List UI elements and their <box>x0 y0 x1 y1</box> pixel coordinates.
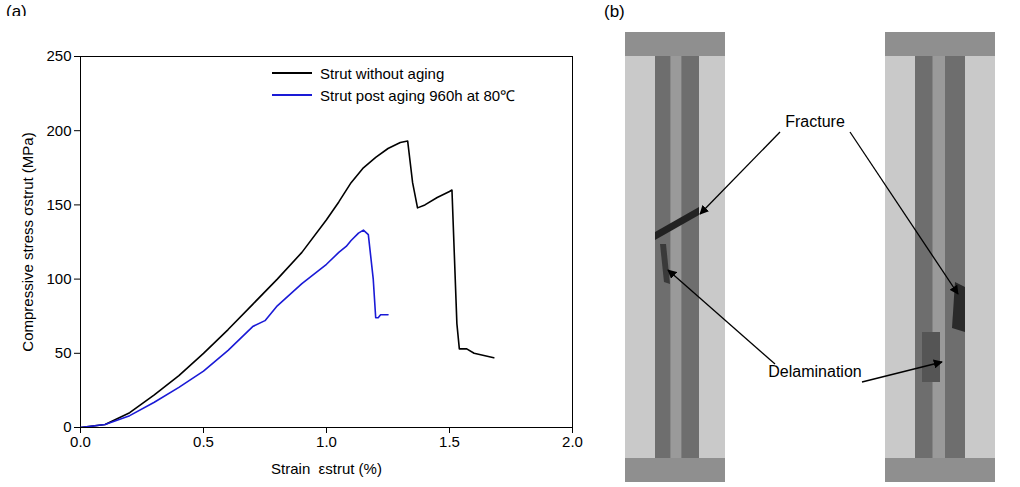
svg-text:2.0: 2.0 <box>562 433 583 450</box>
svg-text:200: 200 <box>46 122 71 139</box>
svg-text:Delamination: Delamination <box>768 363 861 380</box>
svg-text:0.5: 0.5 <box>193 433 214 450</box>
svg-text:100: 100 <box>46 270 71 287</box>
html-text:(b): (b) <box>604 2 625 21</box>
svg-text:Strain εstrut (%): Strain εstrut (%) <box>271 460 382 477</box>
svg-text:0.0: 0.0 <box>70 433 91 450</box>
svg-text:Fracture: Fracture <box>785 113 845 130</box>
svg-text:Compressive stress σstrut (MPa: Compressive stress σstrut (MPa) <box>19 132 36 351</box>
svg-text:150: 150 <box>46 196 71 213</box>
svg-text:50: 50 <box>55 344 72 361</box>
svg-text:1.5: 1.5 <box>439 433 460 450</box>
svg-text:250: 250 <box>46 47 71 64</box>
html-text:(a): (a) <box>6 2 27 21</box>
html-text:Strut post aging 960h at 80℃: Strut post aging 960h at 80℃ <box>320 87 516 104</box>
svg-text:0: 0 <box>63 418 72 436</box>
svg-text:1.0: 1.0 <box>316 433 337 450</box>
html-text:Strut without aging: Strut without aging <box>320 64 445 82</box>
